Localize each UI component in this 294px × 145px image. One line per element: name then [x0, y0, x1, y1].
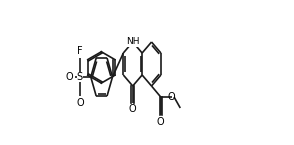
Text: O: O — [66, 72, 73, 82]
Text: F: F — [77, 46, 83, 56]
Text: O: O — [76, 98, 84, 108]
Text: NH: NH — [126, 38, 139, 47]
Text: S: S — [77, 72, 83, 82]
Text: O: O — [168, 92, 176, 102]
Text: O: O — [129, 105, 136, 115]
Text: O: O — [157, 117, 165, 127]
